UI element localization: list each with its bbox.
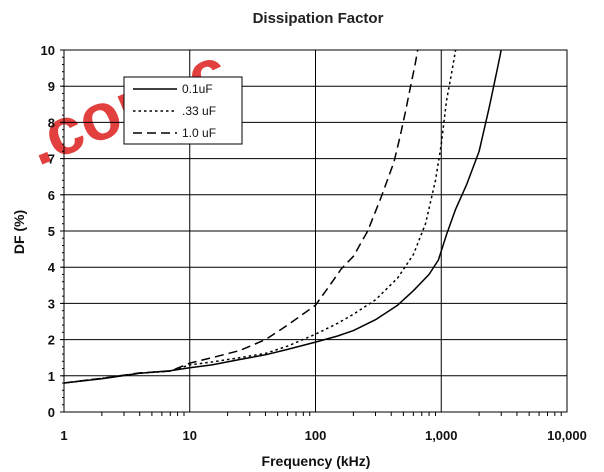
y-tick-label: 2 bbox=[48, 333, 55, 348]
plot-area bbox=[63, 49, 568, 413]
y-tick-label: 8 bbox=[48, 115, 55, 130]
y-tick-label: 6 bbox=[48, 188, 55, 203]
y-tick-label: 5 bbox=[48, 224, 55, 239]
legend-label-2: .33 uF bbox=[182, 104, 216, 118]
y-tick-label: 10 bbox=[41, 43, 55, 58]
x-tick-label: 1 bbox=[60, 428, 67, 443]
legend-label-3: 1.0 uF bbox=[182, 126, 216, 140]
y-tick-label: 9 bbox=[48, 79, 55, 94]
x-tick-label: 100 bbox=[305, 428, 327, 443]
y-axis-label: DF (%) bbox=[11, 210, 27, 254]
legend: 0.1uF .33 uF 1.0 uF bbox=[123, 76, 243, 145]
legend-box bbox=[123, 76, 243, 145]
x-tick-label: 10,000 bbox=[547, 428, 587, 443]
y-tick-label: 3 bbox=[48, 296, 55, 311]
x-tick-label: 1,000 bbox=[425, 428, 458, 443]
y-tick-label: 0 bbox=[48, 405, 55, 420]
series-line-3 bbox=[63, 49, 419, 384]
series-lines bbox=[63, 49, 502, 384]
legend-label-1: 0.1uF bbox=[182, 82, 213, 96]
x-axis-label: Frequency (kHz) bbox=[262, 453, 371, 469]
series-line-2 bbox=[63, 49, 457, 384]
series-line-1 bbox=[63, 49, 502, 384]
y-tick-label: 7 bbox=[48, 152, 55, 167]
chart-title: Dissipation Factor bbox=[253, 10, 384, 27]
x-tick-label: 10 bbox=[183, 428, 197, 443]
y-tick-label: 4 bbox=[48, 260, 56, 275]
y-tick-label: 1 bbox=[48, 369, 55, 384]
